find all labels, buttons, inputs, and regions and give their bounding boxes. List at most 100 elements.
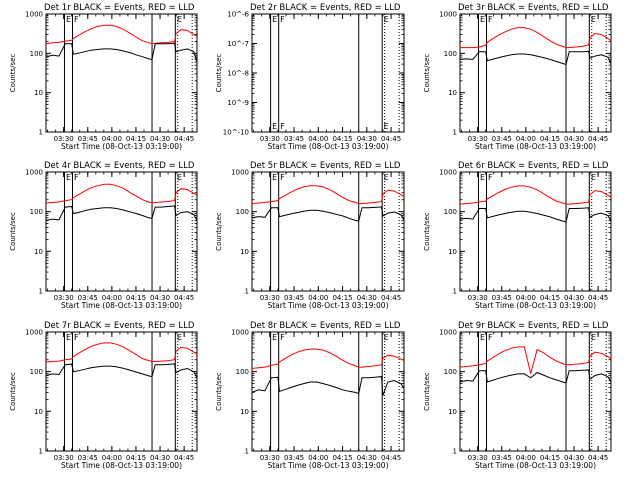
panel-title: Det 2r BLACK = Events, RED = LLD: [250, 3, 401, 13]
event-marker-label: F: [74, 333, 79, 342]
x-axis-label: Start Time (08-Oct-13 03:19:00): [475, 461, 596, 470]
y-axis-label: Counts/sec: [423, 212, 431, 251]
y-tick-label: 10: [448, 89, 457, 97]
panel-det-1: Det 1r BLACK = Events, RED = LLD 1 10 100 10…: [9, 3, 198, 151]
lld-series-line: [460, 27, 612, 49]
panel-det-2: Det 2r BLACK = Events, RED = LLD 10^-10 10…: [215, 3, 405, 151]
x-tick-label: 04:30: [564, 454, 584, 462]
y-tick-label: 1000: [25, 169, 43, 177]
x-tick-label: 03:30: [54, 294, 74, 302]
event-marker-label: F: [280, 333, 285, 342]
event-marker-label: E: [591, 15, 596, 24]
x-tick-label: 04:00: [308, 294, 328, 302]
lld-series-line: [45, 183, 198, 204]
y-tick-label: 10^-6: [227, 11, 249, 19]
event-marker-label: F: [488, 15, 493, 24]
y-tick-label: 10^-7: [227, 40, 249, 48]
events-series-line: [45, 42, 198, 63]
event-marker-label: F: [280, 15, 285, 24]
event-marker-label: E: [384, 15, 389, 24]
y-tick-label: 1: [245, 448, 249, 456]
y-tick-label: 1000: [231, 169, 249, 177]
x-axis-label: Start Time (08-Oct-13 03:19:00): [475, 301, 596, 310]
y-tick-label: 100: [236, 208, 249, 216]
lld-series-line: [251, 348, 405, 369]
lld-series-line: [251, 185, 405, 205]
x-axis-label: Start Time (08-Oct-13 03:19:00): [61, 461, 182, 470]
panel-title: Det 6r BLACK = Events, RED = LLD: [458, 161, 609, 171]
plot-frame: [251, 331, 405, 452]
x-tick-label: 04:45: [588, 135, 608, 143]
event-marker-label: E: [591, 333, 596, 342]
x-tick-label: 04:15: [332, 294, 352, 302]
y-tick-label: 10^-8: [227, 70, 249, 78]
y-tick-label: 1000: [25, 329, 43, 337]
y-tick-label: 10: [448, 248, 457, 256]
event-marker-label: E: [591, 173, 596, 182]
events-series-line: [45, 205, 198, 221]
event-marker-label: E: [66, 173, 71, 182]
x-tick-label: 03:30: [260, 135, 280, 143]
x-axis-label: Start Time (08-Oct-13 03:19:00): [475, 142, 596, 151]
y-tick-label: 10: [448, 408, 457, 416]
x-tick-label: 04:15: [126, 294, 146, 302]
event-marker-label: F: [488, 173, 493, 182]
events-series-line: [459, 369, 612, 384]
event-marker-label: E: [272, 122, 277, 131]
x-tick-label: 03:45: [284, 454, 304, 462]
events-series-line: [459, 50, 612, 66]
event-marker-label: F: [74, 15, 79, 24]
plot-frame: [251, 171, 405, 292]
event-marker-label: F: [74, 173, 79, 182]
plot-frame: [459, 13, 612, 133]
panel-title: Det 9r BLACK = Events, RED = LLD: [458, 321, 609, 331]
x-tick-label: 04:00: [516, 135, 536, 143]
x-tick-label: 04:30: [564, 135, 584, 143]
x-tick-label: 04:15: [540, 454, 560, 462]
x-tick-label: 03:45: [78, 454, 98, 462]
y-axis-label: Counts/sec: [215, 54, 223, 93]
x-tick-label: 04:45: [588, 294, 608, 302]
y-axis-label: Counts/sec: [215, 212, 223, 251]
x-tick-label: 03:30: [468, 135, 488, 143]
lld-series-line: [459, 346, 612, 374]
plot-frame: [459, 331, 612, 452]
events-series-line: [251, 376, 405, 396]
x-tick-label: 03:30: [260, 294, 280, 302]
x-tick-label: 04:30: [150, 135, 170, 143]
event-marker-label: F: [488, 333, 493, 342]
y-tick-label: 10: [34, 248, 43, 256]
x-tick-label: 03:45: [78, 294, 98, 302]
plot-frame: [251, 13, 405, 133]
panel-title: Det 4r BLACK = Events, RED = LLD: [44, 161, 195, 171]
event-marker-label: E: [384, 122, 389, 131]
panel-title: Det 8r BLACK = Events, RED = LLD: [250, 321, 401, 331]
x-tick-label: 04:00: [308, 454, 328, 462]
x-tick-label: 04:00: [516, 454, 536, 462]
event-marker-label: E: [272, 173, 277, 182]
y-tick-label: 1000: [231, 329, 249, 337]
y-tick-label: 1000: [439, 11, 457, 19]
lld-series-line: [45, 342, 198, 363]
x-tick-label: 04:00: [102, 294, 122, 302]
panel-det-6: Det 6r BLACK = Events, RED = LLD 1 10 100 10…: [423, 161, 612, 310]
panel-title: Det 5r BLACK = Events, RED = LLD: [250, 161, 401, 171]
y-tick-label: 1000: [439, 329, 457, 337]
y-tick-label: 1000: [439, 169, 457, 177]
x-tick-label: 04:45: [588, 454, 608, 462]
y-tick-label: 100: [30, 50, 43, 58]
lld-series-line: [459, 185, 612, 205]
x-axis-label: Start Time (08-Oct-13 03:19:00): [61, 142, 182, 151]
x-tick-label: 04:30: [150, 294, 170, 302]
x-tick-label: 04:00: [308, 135, 328, 143]
y-axis-label: Counts/sec: [9, 54, 17, 93]
event-marker-label: E: [177, 333, 182, 342]
y-tick-label: 1: [453, 129, 457, 137]
x-tick-label: 04:45: [174, 135, 194, 143]
y-axis-label: Counts/sec: [215, 372, 223, 411]
y-tick-label: 1: [453, 288, 457, 296]
x-tick-label: 03:30: [468, 454, 488, 462]
event-marker-label: E: [480, 333, 485, 342]
x-tick-label: 04:15: [126, 135, 146, 143]
y-tick-label: 100: [444, 368, 457, 376]
